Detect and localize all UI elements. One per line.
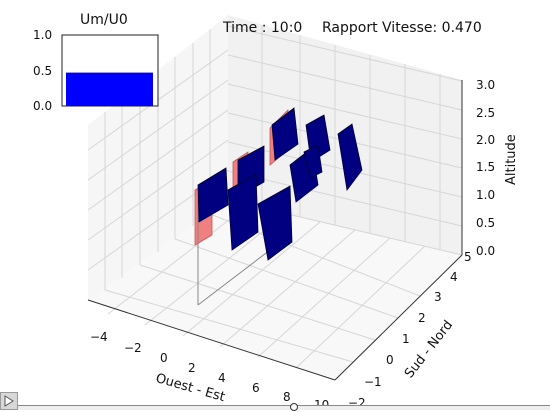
play-icon [4, 395, 14, 407]
y-tick-label: 5 [464, 250, 472, 264]
z-tick-label: 3.0 [476, 78, 496, 92]
z-axis-label: Altitude [504, 134, 519, 185]
inset-title: Um/U0 [80, 12, 128, 28]
y-tick-label: −1 [364, 375, 382, 389]
x-tick-label: 4 [218, 371, 226, 385]
inset-ytick: 0.0 [33, 99, 53, 113]
x-tick-label: 6 [252, 381, 260, 395]
y-tick-label: 3 [434, 290, 442, 304]
x-tick-label: 8 [283, 390, 291, 404]
inset-bar [66, 72, 153, 106]
y-tick-label: 1 [402, 332, 410, 346]
y-tick-label: 2 [418, 311, 426, 325]
progress-slider[interactable] [18, 403, 550, 411]
y-tick-label: 0 [386, 353, 394, 367]
speed-ratio-readout: Rapport Vitesse: 0.470 [322, 20, 482, 36]
floor-pane [88, 200, 462, 380]
z-tick-label: 1.5 [476, 160, 496, 174]
z-tick-label: 2.0 [476, 133, 496, 147]
x-tick-label: −2 [124, 341, 142, 355]
z-tick-label: 2.5 [476, 106, 496, 120]
x-tick-label: 0 [160, 351, 168, 365]
x-tick-label: 2 [188, 361, 196, 375]
z-tick-label: 1.0 [476, 188, 496, 202]
inset-ytick: 0.5 [33, 64, 53, 78]
play-button[interactable] [0, 392, 18, 410]
axis-lines [87, 80, 463, 381]
z-tick-label: 0.0 [476, 244, 496, 258]
support-pole-base [197, 249, 271, 306]
time-readout: Time : 10:0 [223, 20, 303, 36]
wind-panels [197, 107, 363, 261]
x-tick-label: −4 [90, 330, 108, 344]
inset-ytick: 1.0 [33, 28, 53, 42]
z-tick-label: 0.5 [476, 216, 496, 230]
y-tick-label: 4 [450, 270, 458, 284]
grid-lines [87, 25, 463, 369]
